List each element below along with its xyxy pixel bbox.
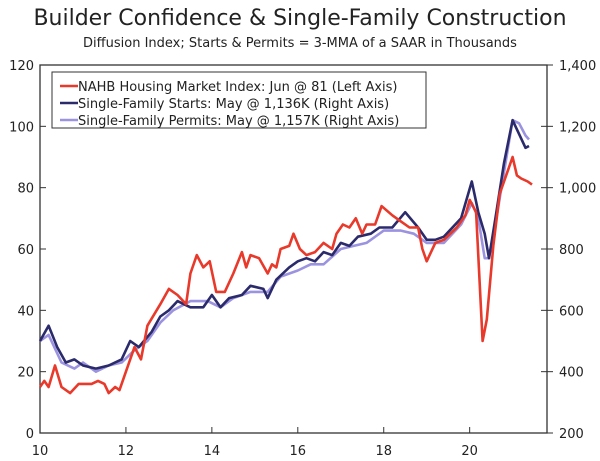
- legend-label: NAHB Housing Market Index: Jun @ 81 (Lef…: [78, 80, 398, 95]
- right-tick-label: 400: [559, 366, 584, 381]
- left-tick-label: 60: [17, 243, 34, 258]
- x-tick-label: 14: [204, 444, 221, 459]
- left-tick-label: 120: [9, 59, 34, 74]
- x-tick-label: 20: [461, 444, 478, 459]
- x-tick-label: 12: [118, 444, 135, 459]
- right-tick-label: 200: [559, 427, 584, 442]
- legend-label: Single-Family Permits: May @ 1,157K (Rig…: [78, 114, 399, 129]
- chart-title: Builder Confidence & Single-Family Const…: [33, 6, 567, 31]
- left-tick-label: 20: [17, 366, 34, 381]
- right-tick-label: 1,000: [559, 182, 596, 197]
- right-tick-label: 600: [559, 304, 584, 319]
- left-tick-label: 80: [17, 182, 34, 197]
- chart-subtitle: Diffusion Index; Starts & Permits = 3-MM…: [83, 36, 517, 51]
- x-tick-label: 16: [290, 444, 307, 459]
- legend-box: [51, 71, 427, 129]
- legend-label: Single-Family Starts: May @ 1,136K (Righ…: [78, 97, 389, 112]
- x-tick-label: 18: [375, 444, 392, 459]
- series-line-starts: [38, 118, 530, 370]
- right-tick-label: 1,200: [559, 120, 596, 135]
- x-tick-label: 10: [32, 444, 49, 459]
- left-tick-label: 0: [26, 427, 34, 442]
- series-line-nahb: [38, 155, 533, 395]
- left-tick-label: 100: [9, 120, 34, 135]
- series-line-permits: [39, 118, 530, 374]
- left-tick-label: 40: [17, 304, 34, 319]
- right-tick-label: 1,400: [559, 59, 596, 74]
- right-tick-label: 800: [559, 243, 584, 258]
